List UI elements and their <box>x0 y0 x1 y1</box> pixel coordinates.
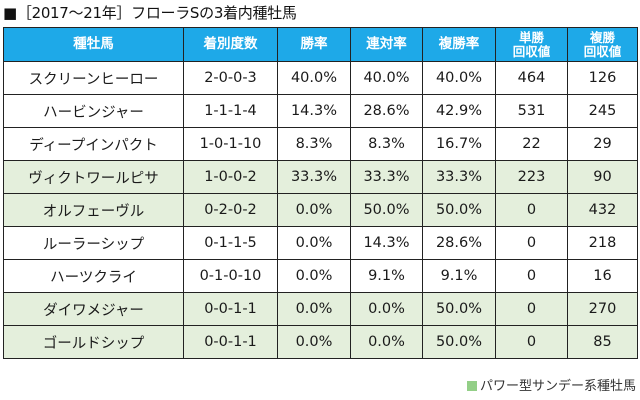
legend: パワー型サンデー系種牡馬 <box>466 377 636 397</box>
cell-record: 1-0-0-2 <box>183 160 278 194</box>
cell-win-rate: 0.0% <box>277 193 351 227</box>
header-record: 着別度数 <box>183 27 278 62</box>
cell-quinella-rate: 33.3% <box>350 160 423 194</box>
green-square-icon <box>466 380 477 391</box>
cell-quinella-rate: 28.6% <box>350 94 423 128</box>
cell-sire: ヴィクトワールピサ <box>3 160 184 194</box>
table-row: オルフェーヴル 0-2-0-2 0.0% 50.0% 50.0% 0 432 <box>3 193 638 227</box>
cell-quinella-rate: 40.0% <box>350 61 423 95</box>
cell-place-return: 270 <box>567 292 638 326</box>
cell-quinella-rate: 0.0% <box>350 292 423 326</box>
cell-place-rate: 50.0% <box>422 193 496 227</box>
cell-record: 0-0-1-1 <box>183 325 278 359</box>
cell-place-return: 16 <box>567 259 638 293</box>
header-win-return: 単勝 回収値 <box>495 27 568 62</box>
cell-win-rate: 0.0% <box>277 325 351 359</box>
cell-record: 0-0-1-1 <box>183 292 278 326</box>
header-sire: 種牡馬 <box>3 27 184 62</box>
cell-win-rate: 8.3% <box>277 127 351 161</box>
header-win-return-line2: 回収値 <box>512 43 551 59</box>
cell-record: 0-1-1-5 <box>183 226 278 260</box>
table-header-row: 種牡馬 着別度数 勝率 連対率 複勝率 単勝 回収値 複勝 回収値 <box>3 27 638 62</box>
cell-win-return: 464 <box>495 61 568 95</box>
cell-place-rate: 40.0% <box>422 61 496 95</box>
cell-place-rate: 42.9% <box>422 94 496 128</box>
cell-quinella-rate: 0.0% <box>350 325 423 359</box>
table-row: ダイワメジャー 0-0-1-1 0.0% 0.0% 50.0% 0 270 <box>3 292 638 326</box>
cell-place-return: 432 <box>567 193 638 227</box>
cell-record: 1-1-1-4 <box>183 94 278 128</box>
cell-win-return: 531 <box>495 94 568 128</box>
header-win-return-line1: 単勝 <box>518 29 544 45</box>
legend-label: パワー型サンデー系種牡馬 <box>479 379 636 394</box>
cell-record: 1-0-1-10 <box>183 127 278 161</box>
table-row: ヴィクトワールピサ 1-0-0-2 33.3% 33.3% 33.3% 223 90 <box>3 160 638 194</box>
cell-record: 2-0-0-3 <box>183 61 278 95</box>
cell-win-rate: 14.3% <box>277 94 351 128</box>
cell-place-rate: 16.7% <box>422 127 496 161</box>
cell-quinella-rate: 14.3% <box>350 226 423 260</box>
cell-win-return: 22 <box>495 127 568 161</box>
table-row: ルーラーシップ 0-1-1-5 0.0% 14.3% 28.6% 0 218 <box>3 226 638 260</box>
sire-stats-table: 種牡馬 着別度数 勝率 連対率 複勝率 単勝 回収値 複勝 回収値 スクリーンヒ… <box>3 27 638 359</box>
table-row: スクリーンヒーロー 2-0-0-3 40.0% 40.0% 40.0% 464 126 <box>3 61 638 95</box>
cell-place-return: 29 <box>567 127 638 161</box>
cell-win-return: 0 <box>495 292 568 326</box>
cell-sire: ダイワメジャー <box>3 292 184 326</box>
cell-quinella-rate: 9.1% <box>350 259 423 293</box>
cell-quinella-rate: 50.0% <box>350 193 423 227</box>
cell-place-return: 90 <box>567 160 638 194</box>
cell-win-rate: 40.0% <box>277 61 351 95</box>
header-place-rate: 複勝率 <box>422 27 496 62</box>
cell-win-return: 0 <box>495 193 568 227</box>
cell-record: 0-2-0-2 <box>183 193 278 227</box>
cell-sire: ハーツクライ <box>3 259 184 293</box>
cell-quinella-rate: 8.3% <box>350 127 423 161</box>
cell-place-return: 245 <box>567 94 638 128</box>
cell-sire: ハービンジャー <box>3 94 184 128</box>
cell-win-rate: 0.0% <box>277 226 351 260</box>
page-title: ■［2017～21年］フローラSの3着内種牡馬 <box>3 4 297 22</box>
cell-place-return: 85 <box>567 325 638 359</box>
header-place-return-line2: 回収値 <box>583 43 622 59</box>
cell-record: 0-1-0-10 <box>183 259 278 293</box>
cell-place-rate: 50.0% <box>422 292 496 326</box>
table-row: ディープインパクト 1-0-1-10 8.3% 8.3% 16.7% 22 29 <box>3 127 638 161</box>
cell-win-return: 0 <box>495 259 568 293</box>
cell-place-rate: 33.3% <box>422 160 496 194</box>
cell-win-rate: 0.0% <box>277 259 351 293</box>
cell-place-rate: 28.6% <box>422 226 496 260</box>
table-row: ゴールドシップ 0-0-1-1 0.0% 0.0% 50.0% 0 85 <box>3 325 638 359</box>
cell-win-return: 223 <box>495 160 568 194</box>
header-quinella-rate: 連対率 <box>350 27 423 62</box>
header-win-rate: 勝率 <box>277 27 351 62</box>
cell-sire: ディープインパクト <box>3 127 184 161</box>
cell-win-rate: 0.0% <box>277 292 351 326</box>
cell-sire: オルフェーヴル <box>3 193 184 227</box>
table-row: ハービンジャー 1-1-1-4 14.3% 28.6% 42.9% 531 245 <box>3 94 638 128</box>
table-row: ハーツクライ 0-1-0-10 0.0% 9.1% 9.1% 0 16 <box>3 259 638 293</box>
cell-place-return: 218 <box>567 226 638 260</box>
cell-win-rate: 33.3% <box>277 160 351 194</box>
cell-place-rate: 50.0% <box>422 325 496 359</box>
cell-win-return: 0 <box>495 325 568 359</box>
cell-place-rate: 9.1% <box>422 259 496 293</box>
cell-sire: ゴールドシップ <box>3 325 184 359</box>
cell-place-return: 126 <box>567 61 638 95</box>
cell-sire: ルーラーシップ <box>3 226 184 260</box>
header-place-return-line1: 複勝 <box>589 29 615 45</box>
header-place-return: 複勝 回収値 <box>567 27 638 62</box>
cell-sire: スクリーンヒーロー <box>3 61 184 95</box>
cell-win-return: 0 <box>495 226 568 260</box>
